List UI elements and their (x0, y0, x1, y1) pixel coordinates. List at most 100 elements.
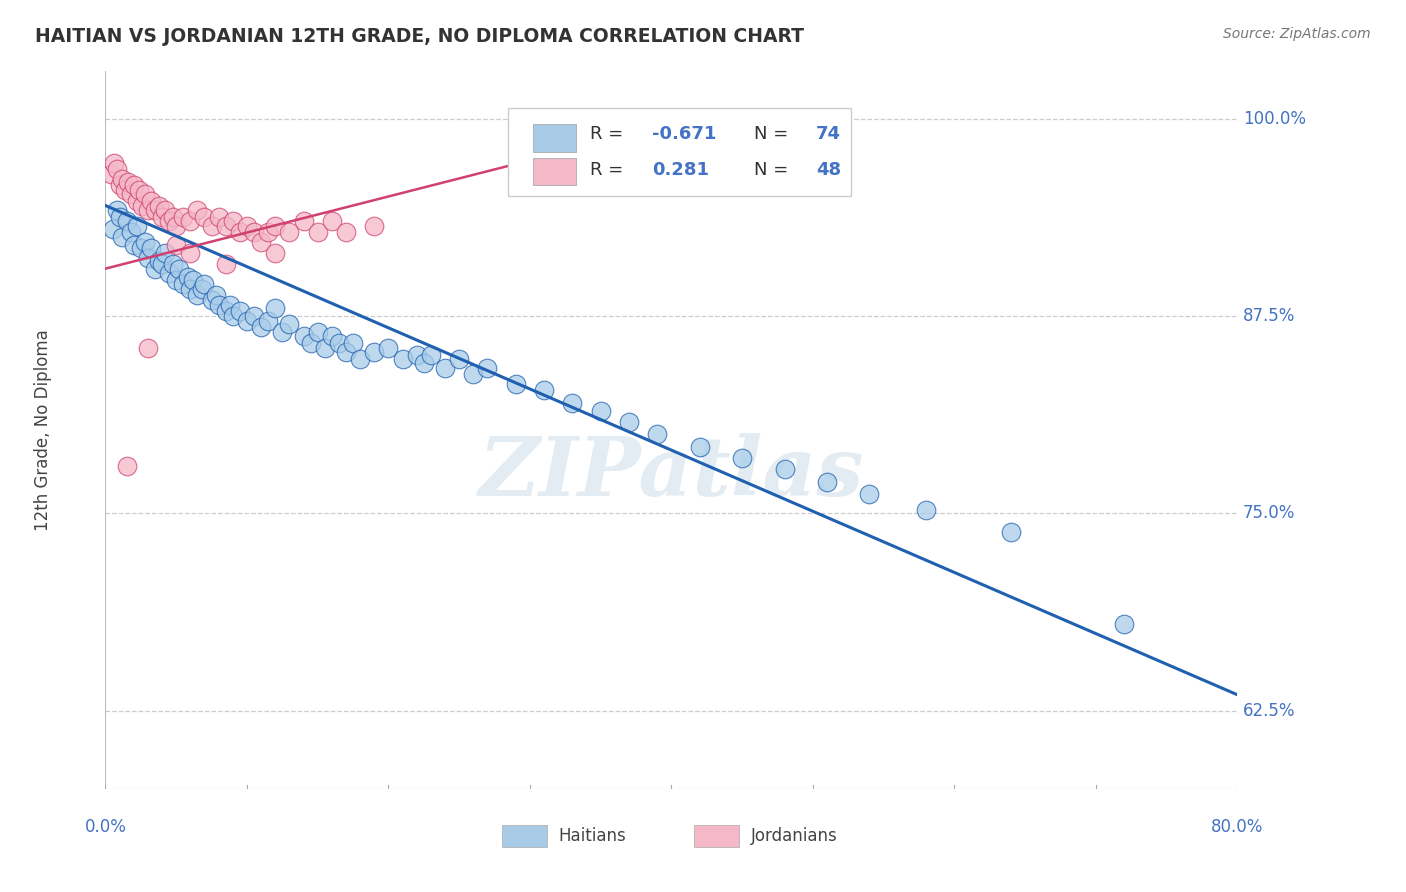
Point (117, 175, 139, 189)
Point (271, 325, 294, 339)
FancyBboxPatch shape (533, 125, 576, 152)
Point (122, 238, 145, 252)
Point (449, 351, 471, 366)
Point (148, 253, 170, 268)
Point (1114, 616, 1136, 631)
Point (105, 162, 128, 177)
Point (321, 214, 343, 228)
Point (589, 403, 612, 417)
Text: 12th Grade, No Diploma: 12th Grade, No Diploma (34, 329, 52, 532)
Point (157, 266, 180, 280)
Point (278, 317, 301, 331)
Point (1000, 525, 1022, 540)
Point (264, 245, 287, 260)
Point (292, 329, 315, 343)
Point (200, 219, 222, 233)
Point (167, 261, 190, 276)
Point (815, 475, 838, 489)
FancyBboxPatch shape (509, 108, 851, 196)
Point (162, 210, 184, 224)
Point (100, 167, 122, 181)
FancyBboxPatch shape (533, 158, 576, 185)
Point (307, 225, 329, 239)
Point (172, 210, 194, 224)
Text: 48: 48 (817, 161, 841, 178)
Point (193, 210, 215, 224)
Text: Source: ZipAtlas.com: Source: ZipAtlas.com (1223, 27, 1371, 41)
Point (165, 238, 187, 252)
Point (250, 320, 273, 334)
Point (179, 245, 201, 260)
Point (131, 198, 153, 212)
Point (111, 171, 134, 186)
Point (419, 348, 441, 362)
Text: 75.0%: 75.0% (1243, 504, 1295, 522)
Text: ZIPatlas: ZIPatlas (478, 434, 865, 514)
Point (363, 345, 385, 359)
Point (477, 361, 499, 376)
Text: 74: 74 (817, 125, 841, 143)
Point (108, 210, 131, 224)
Point (179, 214, 201, 228)
Point (215, 304, 238, 318)
Text: 87.5%: 87.5% (1243, 307, 1295, 325)
Point (215, 219, 238, 233)
Point (335, 345, 357, 359)
Point (307, 325, 329, 339)
Text: 0.0%: 0.0% (84, 818, 127, 836)
Point (208, 210, 231, 224)
Point (645, 427, 668, 442)
Point (128, 183, 150, 197)
FancyBboxPatch shape (502, 825, 547, 847)
Text: 0.281: 0.281 (652, 161, 709, 178)
Point (278, 225, 301, 239)
Point (915, 503, 938, 517)
Text: HAITIAN VS JORDANIAN 12TH GRADE, NO DIPLOMA CORRELATION CHART: HAITIAN VS JORDANIAN 12TH GRADE, NO DIPL… (35, 27, 804, 45)
Point (150, 210, 173, 224)
Point (533, 383, 555, 397)
Point (176, 269, 198, 284)
Point (229, 225, 252, 239)
Point (125, 219, 148, 233)
Point (129, 241, 152, 255)
Text: N =: N = (754, 161, 794, 178)
Point (328, 335, 350, 350)
Point (505, 376, 527, 391)
Point (264, 219, 287, 233)
Point (858, 487, 880, 501)
Point (172, 277, 194, 292)
Point (143, 203, 166, 218)
Point (101, 222, 124, 236)
Point (134, 187, 156, 202)
Point (257, 225, 280, 239)
Point (773, 462, 796, 476)
Point (115, 214, 138, 228)
Point (731, 450, 754, 465)
Text: 100.0%: 100.0% (1243, 110, 1306, 128)
Point (103, 156, 125, 170)
Point (181, 273, 204, 287)
Point (405, 348, 427, 362)
Point (186, 288, 208, 302)
Text: R =: R = (591, 161, 628, 178)
Point (148, 198, 170, 212)
Point (105, 203, 128, 218)
Point (236, 314, 259, 328)
Point (243, 225, 266, 239)
Point (208, 298, 231, 312)
Point (617, 415, 640, 429)
Point (120, 187, 142, 202)
Point (120, 225, 142, 239)
Point (219, 298, 242, 312)
Point (111, 230, 134, 244)
Text: Haitians: Haitians (558, 827, 626, 845)
Point (229, 304, 252, 318)
Point (243, 309, 266, 323)
Point (186, 203, 208, 218)
Point (139, 241, 162, 255)
Point (162, 257, 184, 271)
Point (463, 368, 485, 382)
Point (236, 219, 259, 233)
Point (153, 245, 176, 260)
Point (349, 351, 371, 366)
